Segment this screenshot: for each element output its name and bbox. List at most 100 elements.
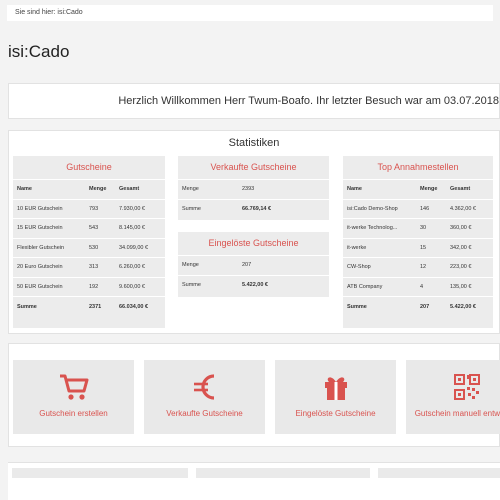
column-header: Name <box>13 179 85 199</box>
cart-icon <box>13 372 134 402</box>
cell-quantity: 2371 <box>85 296 115 316</box>
page-title: isi:Cado <box>8 42 70 61</box>
cell-name: ATB Company <box>343 276 416 297</box>
cell-name: Summe <box>13 296 85 316</box>
euro-icon <box>144 372 265 402</box>
table-row: ATB Company 4 135,00 € <box>343 276 493 297</box>
top-acceptance-points-box: Top Annahmestellen Name Menge Gesamt isi… <box>343 156 493 328</box>
table-row: 50 EUR Gutschein 192 9.600,00 € <box>13 276 165 297</box>
cell-total: 66.034,00 € <box>115 296 165 316</box>
column-header: Gesamt <box>115 179 165 199</box>
vouchers-box: Gutscheine Name Menge Gesamt 10 EUR Guts… <box>13 156 165 328</box>
table-row: Summe 66.769,14 € <box>178 198 329 219</box>
top-acceptance-points-table: Name Menge Gesamt isi:Cado Demo-Shop 146… <box>343 179 493 316</box>
sold-vouchers-box: Verkaufte Gutscheine Menge 2393 Summe 66… <box>178 156 329 220</box>
table-row: CW-Shop 12 223,00 € <box>343 257 493 277</box>
table-row: Summe 5.422,00 € <box>178 274 329 295</box>
summary-row: Summe 2371 66.034,00 € <box>13 296 165 316</box>
cell-value: 207 <box>238 255 329 275</box>
redeemed-vouchers-box: Eingelöste Gutscheine Menge 207 Summe 5.… <box>178 232 329 297</box>
cell-label: Menge <box>178 179 238 199</box>
vouchers-title: Gutscheine <box>66 162 112 172</box>
sold-vouchers-table: Menge 2393 Summe 66.769,14 € <box>178 179 329 219</box>
cell-label: Summe <box>178 274 238 295</box>
cell-quantity: 313 <box>85 257 115 277</box>
table-header-row: Name Menge Gesamt <box>13 179 165 199</box>
cell-total: 5.422,00 € <box>446 296 493 316</box>
cell-value: 5.422,00 € <box>238 274 329 295</box>
cell-total: 360,00 € <box>446 218 493 238</box>
table-row: it-werke Technolog... 30 360,00 € <box>343 218 493 238</box>
statistics-panel: Statistiken Gutscheine Name Menge Gesamt… <box>8 130 500 334</box>
cell-quantity: 207 <box>416 296 446 316</box>
cell-total: 135,00 € <box>446 276 493 297</box>
redeemed-vouchers-title: Eingelöste Gutscheine <box>208 238 299 248</box>
manual-redeem-label: Gutschein manuell entwerten <box>414 409 500 418</box>
table-row: Flexibler Gutschein 530 34.099,00 € <box>13 237 165 258</box>
cell-total: 34.099,00 € <box>115 237 165 258</box>
welcome-panel: Herzlich Willkommen Herr Twum-Boafo. Ihr… <box>8 83 500 119</box>
statistics-title: Statistiken <box>228 137 280 149</box>
cell-total: 223,00 € <box>446 257 493 277</box>
manual-redeem-tile[interactable]: Gutschein manuell entwerten <box>406 360 500 434</box>
column-header: Menge <box>416 179 446 199</box>
cell-quantity: 146 <box>416 198 446 219</box>
table-row: 15 EUR Gutschein 543 8.145,00 € <box>13 218 165 238</box>
cell-total: 4.362,00 € <box>446 198 493 219</box>
table-row: it-werke 15 342,00 € <box>343 237 493 258</box>
breadcrumb: Sie sind hier: isi:Cado <box>7 5 493 21</box>
cell-quantity: 15 <box>416 237 446 258</box>
cell-quantity: 12 <box>416 257 446 277</box>
cell-name: isi:Cado Demo-Shop <box>343 198 416 219</box>
cell-label: Menge <box>178 255 238 275</box>
cell-name: 10 EUR Gutschein <box>13 198 85 219</box>
bottom-panel <box>8 462 500 500</box>
table-row: 20 Euro Gutschein 313 6.260,00 € <box>13 257 165 277</box>
cell-quantity: 793 <box>85 198 115 219</box>
redeemed-vouchers-table: Menge 207 Summe 5.422,00 € <box>178 255 329 295</box>
cell-name: CW-Shop <box>343 257 416 277</box>
cell-quantity: 530 <box>85 237 115 258</box>
bottom-card <box>378 468 500 478</box>
sold-vouchers-label: Verkaufte Gutscheine <box>166 409 243 418</box>
quick-actions-panel: Gutschein erstellen Verkaufte Gutscheine… <box>8 343 500 447</box>
column-header: Name <box>343 179 416 199</box>
cell-name: 15 EUR Gutschein <box>13 218 85 238</box>
cell-quantity: 30 <box>416 218 446 238</box>
table-row: 10 EUR Gutschein 793 7.930,00 € <box>13 198 165 219</box>
column-header: Gesamt <box>446 179 493 199</box>
gift-icon <box>275 372 396 402</box>
cell-name: it-werke <box>343 237 416 258</box>
welcome-message: Herzlich Willkommen Herr Twum-Boafo. Ihr… <box>118 95 499 107</box>
sold-vouchers-tile[interactable]: Verkaufte Gutscheine <box>144 360 265 434</box>
table-header-row: Name Menge Gesamt <box>343 179 493 199</box>
cell-quantity: 4 <box>416 276 446 297</box>
qr-icon <box>406 372 500 402</box>
cell-total: 342,00 € <box>446 237 493 258</box>
top-acceptance-points-title: Top Annahmestellen <box>377 162 459 172</box>
create-voucher-tile[interactable]: Gutschein erstellen <box>13 360 134 434</box>
cell-name: 50 EUR Gutschein <box>13 276 85 297</box>
cell-label: Summe <box>178 198 238 219</box>
vouchers-table: Name Menge Gesamt 10 EUR Gutschein 793 7… <box>13 179 165 316</box>
cell-value: 66.769,14 € <box>238 198 329 219</box>
cell-value: 2393 <box>238 179 329 199</box>
cell-quantity: 192 <box>85 276 115 297</box>
cell-total: 7.930,00 € <box>115 198 165 219</box>
bottom-card <box>12 468 188 478</box>
cell-quantity: 543 <box>85 218 115 238</box>
cell-name: Flexibler Gutschein <box>13 237 85 258</box>
bottom-card <box>196 468 370 478</box>
redeemed-vouchers-tile[interactable]: Eingelöste Gutscheine <box>275 360 396 434</box>
cell-total: 6.260,00 € <box>115 257 165 277</box>
cell-name: Summe <box>343 296 416 316</box>
table-row: isi:Cado Demo-Shop 146 4.362,00 € <box>343 198 493 219</box>
table-row: Menge 2393 <box>178 179 329 199</box>
create-voucher-label: Gutschein erstellen <box>39 409 108 418</box>
table-row: Menge 207 <box>178 255 329 275</box>
cell-name: it-werke Technolog... <box>343 218 416 238</box>
column-header: Menge <box>85 179 115 199</box>
sold-vouchers-title: Verkaufte Gutscheine <box>210 162 297 172</box>
cell-total: 9.600,00 € <box>115 276 165 297</box>
cell-total: 8.145,00 € <box>115 218 165 238</box>
